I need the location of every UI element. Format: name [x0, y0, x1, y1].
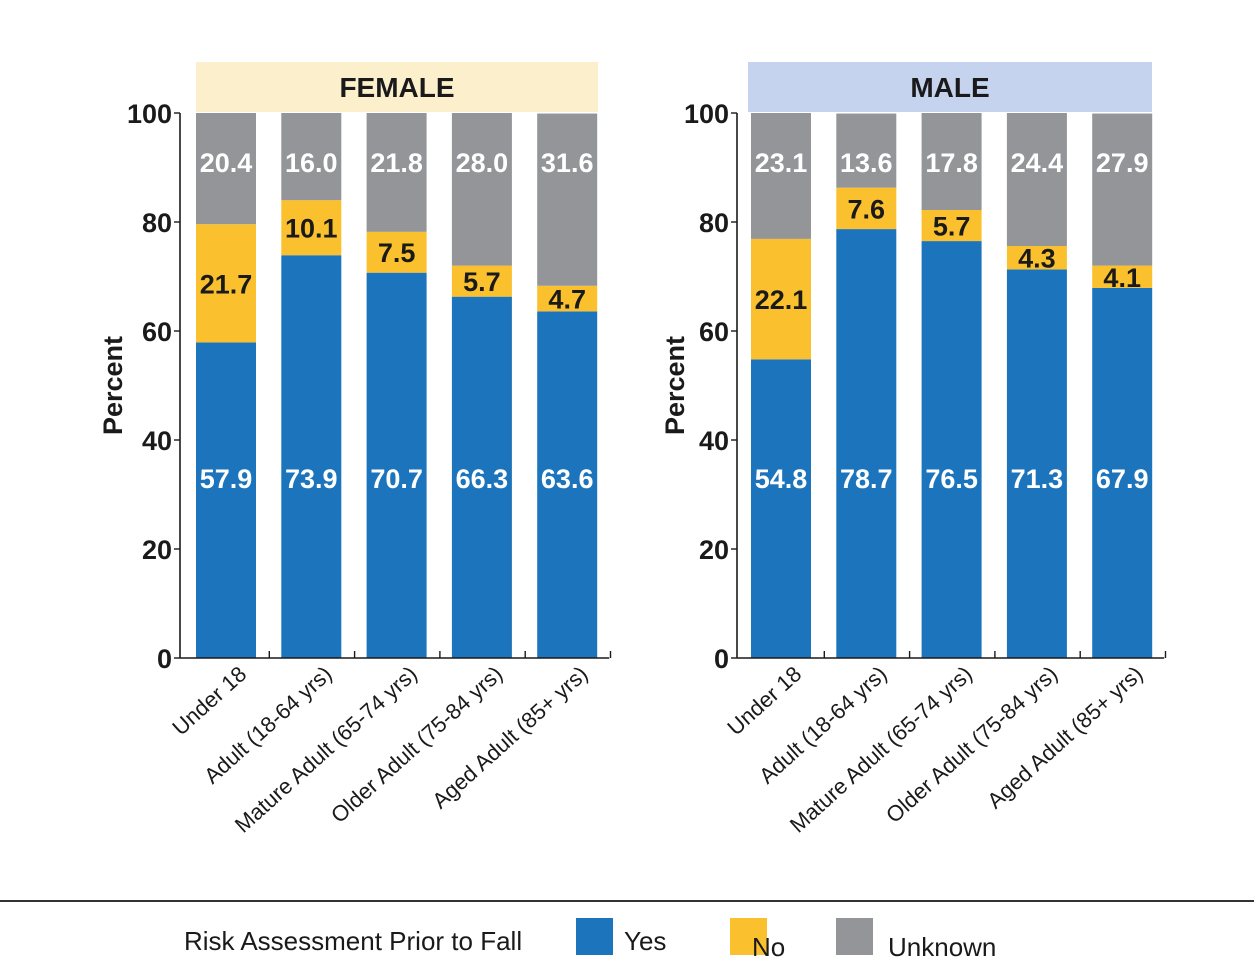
- bar-no-aged-adult-85-yrs: [537, 285, 598, 312]
- legend-swatch-no: [730, 918, 767, 955]
- data-label-no: 5.7: [933, 212, 971, 242]
- y-tick-label: 60: [142, 317, 172, 347]
- x-tick-label: Older Adult (75-84 yrs): [326, 661, 507, 828]
- y-tick-label: 40: [142, 426, 172, 456]
- data-label-unknown: 24.4: [1011, 148, 1064, 178]
- data-label-yes: 76.5: [925, 464, 978, 494]
- data-label-no: 4.3: [1018, 244, 1056, 274]
- data-label-no: 21.7: [200, 269, 253, 299]
- data-label-no: 22.1: [755, 285, 808, 315]
- x-tick-label: Aged Adult (85+ yrs): [427, 661, 592, 813]
- panel-header: [748, 62, 1152, 112]
- bar-no-aged-adult-85-yrs: [1092, 265, 1153, 288]
- data-label-unknown: 20.4: [200, 148, 253, 178]
- x-tick-label: Older Adult (75-84 yrs): [881, 661, 1062, 828]
- legend-label-no: No: [752, 932, 786, 962]
- x-tick-label: Under 18: [722, 661, 806, 740]
- data-label-yes: 63.6: [541, 464, 594, 494]
- bar-unknown-aged-adult-85-yrs: [537, 113, 598, 286]
- legend-title: Risk Assessment Prior to Fall: [184, 926, 523, 956]
- bar-unknown-aged-adult-85-yrs: [1092, 113, 1153, 266]
- bar-yes-mature-adult-65-74-yrs: [921, 241, 982, 658]
- data-label-yes: 54.8: [755, 464, 808, 494]
- data-label-unknown: 16.0: [285, 148, 338, 178]
- legend-divider: [0, 900, 1254, 902]
- legend: Risk Assessment Prior to Fall Yes No Unk…: [0, 912, 1254, 962]
- data-label-yes: 71.3: [1011, 464, 1064, 494]
- bar-no-under-18: [751, 238, 811, 360]
- data-label-no: 5.7: [463, 267, 501, 297]
- y-axis-label: Percent: [660, 336, 690, 435]
- data-label-unknown: 13.6: [840, 148, 893, 178]
- data-label-unknown: 23.1: [755, 148, 808, 178]
- bar-no-under-18: [196, 224, 256, 343]
- bar-yes-under-18: [751, 359, 811, 658]
- bar-yes-aged-adult-85-yrs: [1092, 287, 1153, 658]
- data-label-no: 7.5: [378, 238, 416, 268]
- y-tick-label: 20: [699, 535, 729, 565]
- bar-unknown-adult-18-64-yrs: [836, 113, 897, 188]
- bar-no-adult-18-64-yrs: [836, 187, 897, 230]
- bar-no-older-adult-75-84-yrs: [1006, 245, 1067, 270]
- data-label-yes: 57.9: [200, 464, 253, 494]
- data-label-no: 4.7: [548, 285, 586, 315]
- y-tick-label: 0: [714, 644, 729, 674]
- bar-yes-older-adult-75-84-yrs: [451, 296, 512, 658]
- panel-title: MALE: [910, 72, 989, 103]
- data-label-yes: 67.9: [1096, 464, 1149, 494]
- y-tick-label: 80: [142, 208, 172, 238]
- panel-title: FEMALE: [339, 72, 454, 103]
- bar-unknown-older-adult-75-84-yrs: [451, 113, 512, 266]
- bar-unknown-under-18: [751, 113, 811, 239]
- legend-label-yes: Yes: [624, 926, 667, 956]
- bar-yes-adult-18-64-yrs: [836, 229, 897, 658]
- legend-swatch-unknown: [836, 918, 873, 955]
- y-tick-label: 60: [699, 317, 729, 347]
- y-tick-label: 0: [157, 644, 172, 674]
- bar-yes-older-adult-75-84-yrs: [1006, 269, 1067, 658]
- y-tick-label: 100: [684, 99, 729, 129]
- bar-yes-aged-adult-85-yrs: [537, 311, 598, 658]
- bar-unknown-older-adult-75-84-yrs: [1006, 113, 1067, 246]
- bar-no-mature-adult-65-74-yrs: [366, 231, 427, 273]
- legend-swatch-yes: [576, 918, 613, 955]
- data-label-yes: 73.9: [285, 464, 338, 494]
- bar-unknown-adult-18-64-yrs: [281, 113, 342, 201]
- y-tick-label: 100: [127, 99, 172, 129]
- data-label-unknown: 21.8: [370, 148, 423, 178]
- bar-yes-under-18: [196, 342, 256, 658]
- data-label-unknown: 28.0: [456, 148, 509, 178]
- bar-no-mature-adult-65-74-yrs: [921, 210, 982, 242]
- data-label-no: 4.1: [1103, 263, 1141, 293]
- data-label-unknown: 17.8: [925, 148, 978, 178]
- bar-yes-mature-adult-65-74-yrs: [366, 272, 427, 658]
- data-label-no: 7.6: [848, 194, 886, 224]
- bar-yes-adult-18-64-yrs: [281, 255, 342, 658]
- y-tick-label: 20: [142, 535, 172, 565]
- data-label-no: 10.1: [285, 214, 338, 244]
- y-axis-label: Percent: [98, 336, 128, 435]
- bar-no-older-adult-75-84-yrs: [451, 265, 512, 297]
- data-label-yes: 66.3: [456, 464, 509, 494]
- y-tick-label: 40: [699, 426, 729, 456]
- x-tick-label: Aged Adult (85+ yrs): [982, 661, 1147, 813]
- bar-unknown-mature-adult-65-74-yrs: [366, 113, 427, 232]
- bar-unknown-mature-adult-65-74-yrs: [921, 113, 982, 211]
- panel-header: [196, 62, 598, 112]
- y-tick-label: 80: [699, 208, 729, 238]
- data-label-yes: 78.7: [840, 464, 893, 494]
- legend-label-unknown: Unknown: [888, 932, 997, 962]
- data-label-yes: 70.7: [370, 464, 423, 494]
- x-tick-label: Under 18: [167, 661, 251, 740]
- bar-unknown-under-18: [196, 113, 256, 225]
- bar-no-adult-18-64-yrs: [281, 200, 342, 256]
- data-label-unknown: 27.9: [1096, 148, 1149, 178]
- data-label-unknown: 31.6: [541, 148, 594, 178]
